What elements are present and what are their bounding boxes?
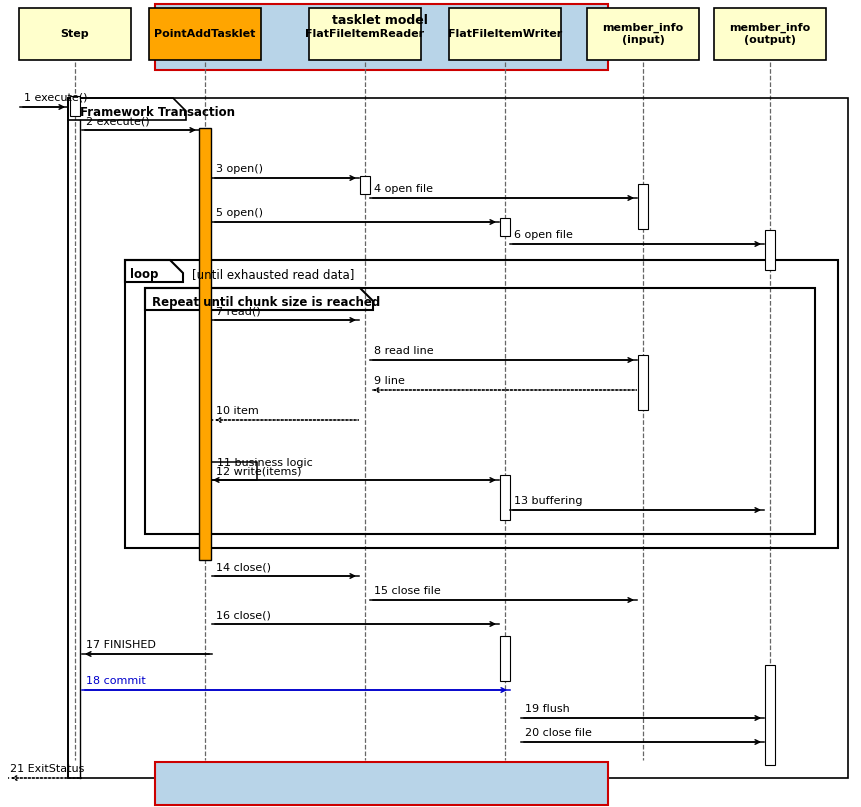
Text: Framework Transaction: Framework Transaction xyxy=(80,106,235,119)
Text: 6 open file: 6 open file xyxy=(514,230,573,240)
Text: 14 close(): 14 close() xyxy=(216,562,271,572)
Bar xyxy=(500,475,510,520)
Text: 17 FINISHED: 17 FINISHED xyxy=(86,640,156,650)
Bar xyxy=(587,8,699,60)
Bar xyxy=(309,8,421,60)
Text: 19 flush: 19 flush xyxy=(525,704,570,714)
Text: 2 execute(): 2 execute() xyxy=(86,116,150,126)
Text: FlatFileItemReader: FlatFileItemReader xyxy=(306,29,424,39)
Text: 11 business logic: 11 business logic xyxy=(217,458,313,468)
Text: Repeat until chunk size is reached: Repeat until chunk size is reached xyxy=(152,296,381,309)
Bar xyxy=(765,230,775,270)
Text: 12 write(items): 12 write(items) xyxy=(216,466,301,476)
Text: 5 open(): 5 open() xyxy=(216,208,263,218)
Bar xyxy=(70,96,80,116)
Bar xyxy=(449,8,561,60)
Bar xyxy=(638,355,648,410)
Text: 16 close(): 16 close() xyxy=(216,610,271,620)
Bar xyxy=(125,260,838,548)
Text: (input): (input) xyxy=(622,35,665,45)
Text: 20 close file: 20 close file xyxy=(525,728,592,738)
Text: [until exhausted read data]: [until exhausted read data] xyxy=(192,268,355,281)
Text: 8 read line: 8 read line xyxy=(374,346,434,356)
Bar xyxy=(68,98,848,778)
Text: 13 buffering: 13 buffering xyxy=(514,496,583,506)
Text: 1 execute(): 1 execute() xyxy=(24,93,88,103)
Text: member_info: member_info xyxy=(729,23,810,33)
Bar xyxy=(149,8,261,60)
Text: 21 ExitStatus: 21 ExitStatus xyxy=(10,764,84,774)
Text: 9 line: 9 line xyxy=(374,376,405,386)
Bar xyxy=(360,176,370,194)
Text: 15 close file: 15 close file xyxy=(374,586,441,596)
Bar xyxy=(155,4,608,70)
Bar xyxy=(19,8,131,60)
Text: member_info: member_info xyxy=(603,23,684,33)
Bar xyxy=(199,128,211,560)
Bar xyxy=(500,218,510,236)
Text: 10 item: 10 item xyxy=(216,406,259,416)
Bar xyxy=(145,288,815,534)
Bar xyxy=(500,636,510,681)
Text: 3 open(): 3 open() xyxy=(216,164,263,174)
Text: loop: loop xyxy=(130,268,158,281)
Text: FlatFileItemWriter: FlatFileItemWriter xyxy=(448,29,562,39)
Text: 7 read(): 7 read() xyxy=(216,306,261,316)
Text: (output): (output) xyxy=(744,35,796,45)
Text: tasklet model: tasklet model xyxy=(332,14,428,27)
Bar xyxy=(638,184,648,229)
Bar xyxy=(765,665,775,765)
Bar xyxy=(714,8,826,60)
Text: PointAddTasklet: PointAddTasklet xyxy=(154,29,256,39)
Bar xyxy=(155,762,608,805)
Text: 18 commit: 18 commit xyxy=(86,676,146,686)
Text: 4 open file: 4 open file xyxy=(374,184,433,194)
Text: Step: Step xyxy=(60,29,90,39)
